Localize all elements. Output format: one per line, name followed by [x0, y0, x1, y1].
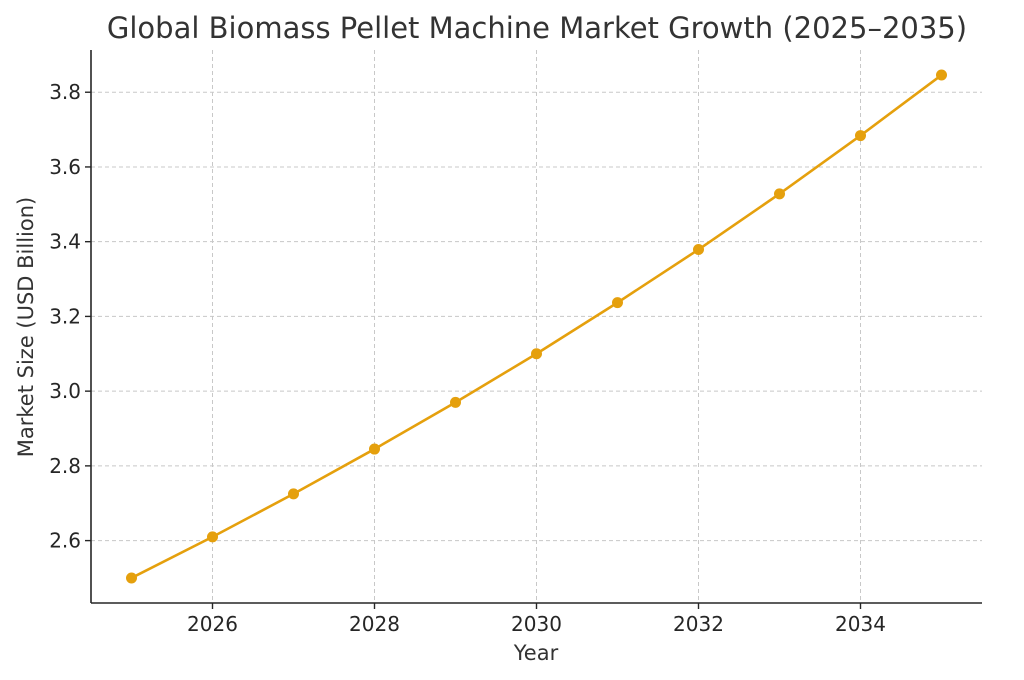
y-axis-label: Market Size (USD Billion)	[14, 197, 38, 457]
tick-labels: 2026 2028 2030 2032 2034 2.6 2.8 3.0 3.2 3.4 3.6 3.…	[49, 80, 886, 636]
x-axis-label: Year	[513, 641, 559, 665]
x-tick-label: 2028	[349, 612, 400, 636]
y-tick-label: 3.4	[49, 230, 81, 254]
x-tick-label: 2032	[673, 612, 724, 636]
data-point	[855, 130, 866, 142]
data-point	[531, 348, 542, 360]
y-tick-label: 2.8	[49, 454, 81, 478]
data-point	[936, 69, 947, 81]
data-point	[207, 531, 218, 543]
data-point	[369, 443, 380, 455]
data-point	[774, 188, 785, 200]
data-point	[693, 244, 704, 256]
x-tick-label: 2030	[511, 612, 562, 636]
x-tick-label: 2034	[835, 612, 886, 636]
data-point	[612, 297, 623, 309]
y-tick-label: 3.6	[49, 155, 81, 179]
y-tick-label: 3.0	[49, 379, 81, 403]
data-point	[450, 396, 461, 408]
y-tick-label: 3.2	[49, 304, 81, 328]
data-points	[126, 69, 947, 584]
grid-lines	[91, 50, 982, 603]
y-tick-label: 2.6	[49, 529, 81, 553]
chart-title: Global Biomass Pellet Machine Market Gro…	[107, 11, 967, 45]
data-point	[126, 572, 137, 584]
data-point	[288, 488, 299, 500]
x-tick-label: 2026	[187, 612, 238, 636]
y-tick-label: 3.8	[49, 80, 81, 104]
axes	[85, 50, 982, 609]
